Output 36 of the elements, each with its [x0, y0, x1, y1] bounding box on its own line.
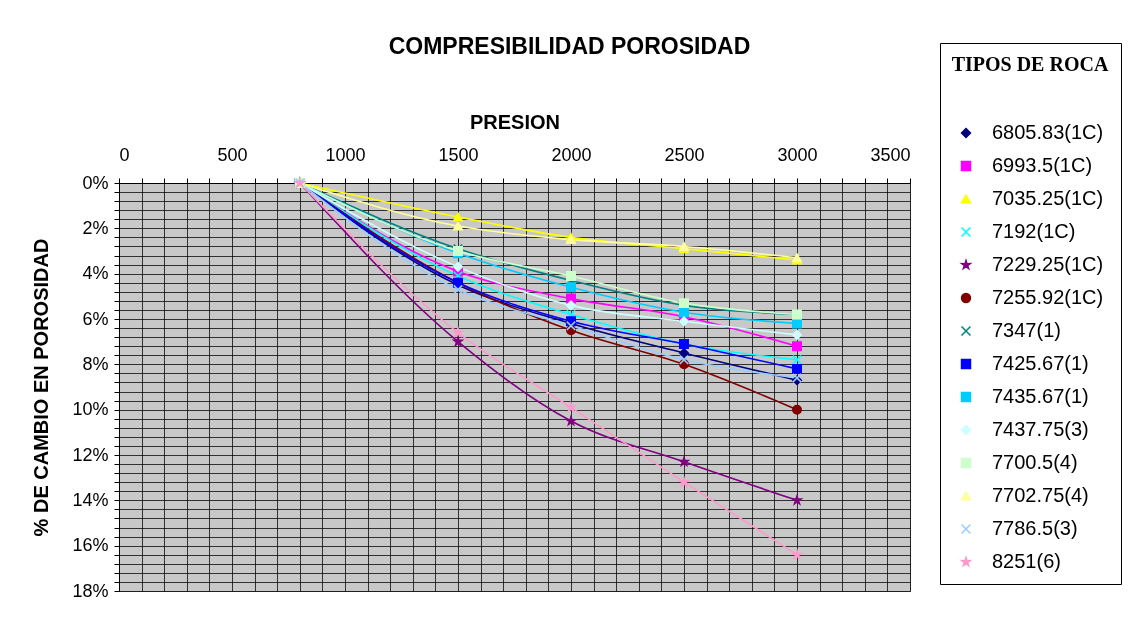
x-tick-label: 2500	[664, 144, 705, 165]
legend-label: 7192(1C)	[992, 220, 1076, 242]
x-tick-label: 2000	[551, 144, 592, 165]
legend-label: 8251(6)	[992, 550, 1061, 572]
legend-label: 7702.75(4)	[992, 484, 1089, 506]
y-tick-label: 12%	[72, 444, 109, 465]
y-tick-label: 16%	[72, 535, 109, 556]
legend-label: 7425.67(1)	[992, 352, 1089, 374]
x-tick-label: 3500	[870, 144, 911, 165]
y-tick-label: 2%	[82, 217, 109, 238]
y-tick-label: 6%	[82, 308, 109, 329]
legend-label: 7700.5(4)	[992, 451, 1078, 473]
x-axis-title: PRESION	[469, 110, 561, 133]
x-tick-label: 500	[217, 144, 248, 165]
legend-label: 7347(1)	[992, 319, 1061, 341]
y-tick-label: 10%	[72, 399, 109, 420]
y-axis-title: % DE CAMBIO EN POROSIDAD	[30, 238, 53, 537]
y-tick-label: 14%	[72, 489, 109, 510]
legend-label: 7229.25(1C)	[992, 253, 1104, 275]
legend-label: 7437.75(3)	[992, 418, 1089, 440]
x-tick-label: 3000	[777, 144, 818, 165]
y-tick-label: 4%	[82, 263, 109, 284]
legend-title: TIPOS DE ROCA	[951, 53, 1109, 75]
x-tick-label: 1000	[325, 144, 366, 165]
legend-label: 7035.25(1C)	[992, 187, 1104, 209]
legend-label: 7435.67(1)	[992, 385, 1089, 407]
y-tick-label: 18%	[72, 580, 109, 601]
x-tick-label: 1500	[438, 144, 479, 165]
legend-label: 6805.83(1C)	[992, 121, 1104, 143]
y-tick-label: 0%	[82, 172, 109, 193]
legend-label: 7255.92(1C)	[992, 286, 1104, 308]
legend-label: 7786.5(3)	[992, 517, 1078, 539]
legend-label: 6993.5(1C)	[992, 154, 1093, 176]
x-tick-label: 0	[119, 144, 130, 165]
y-tick-label: 8%	[82, 353, 109, 374]
chart-title: COMPRESIBILIDAD POROSIDAD	[388, 32, 751, 59]
